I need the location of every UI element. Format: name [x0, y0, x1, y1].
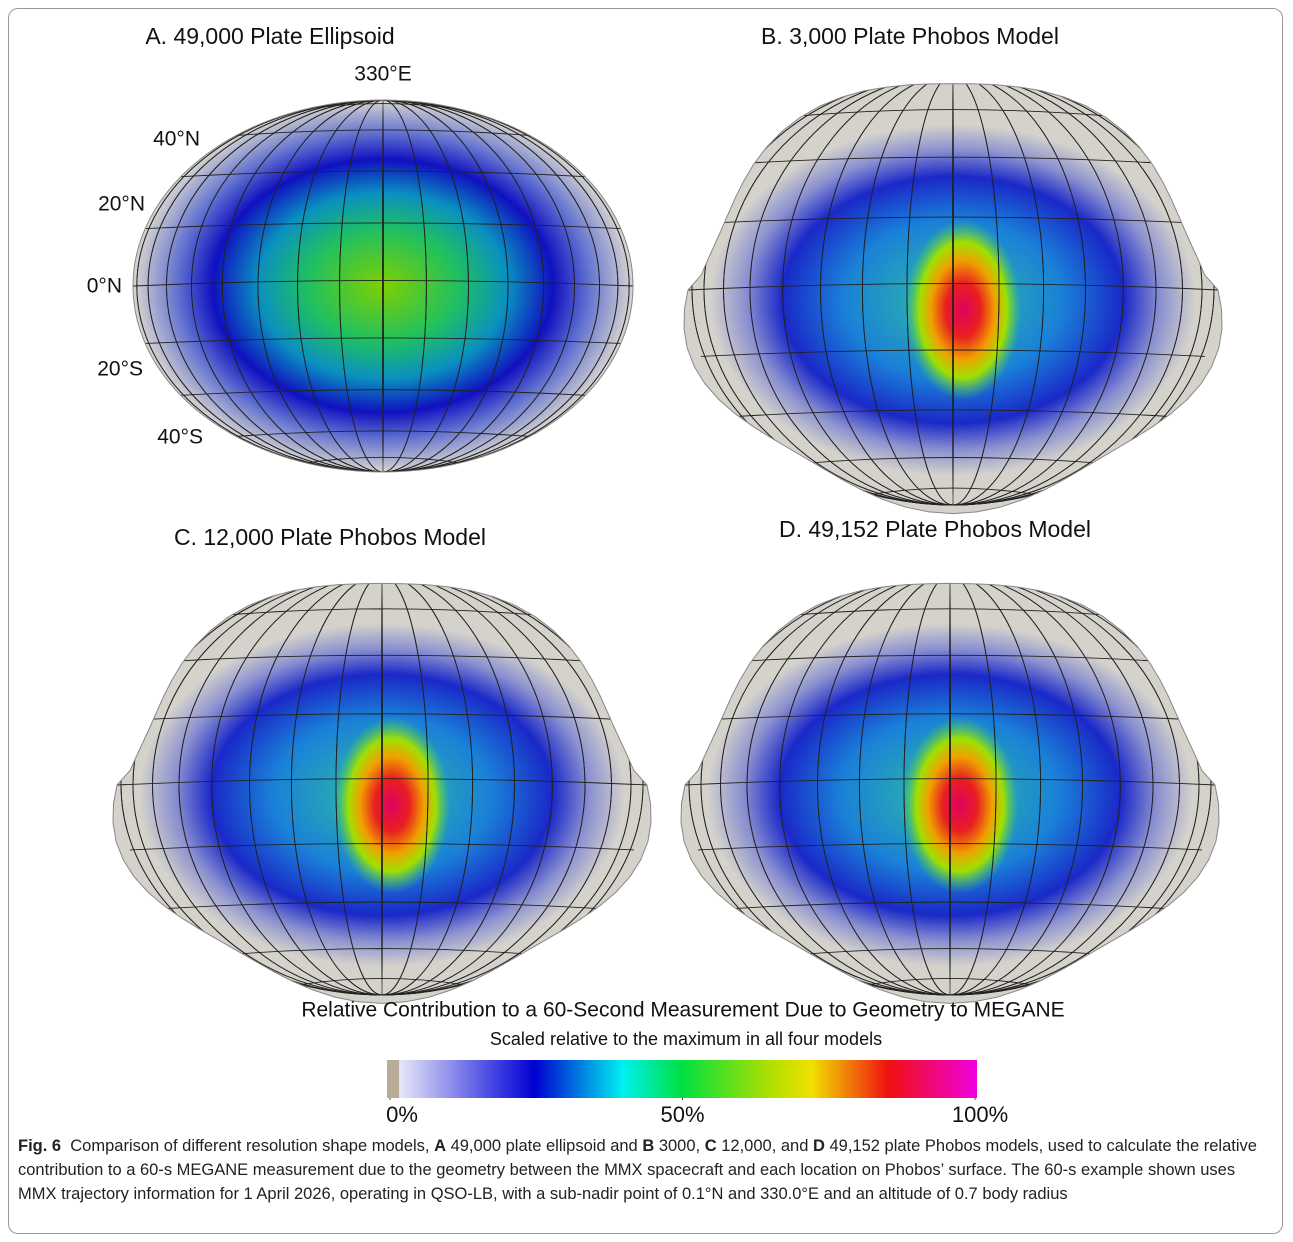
colorbar-subtitle: Scaled relative to the maximum in all fo… [490, 1029, 882, 1049]
panel-title: B. 3,000 Plate Phobos Model [761, 23, 1059, 49]
caption-segment: C [705, 1137, 717, 1155]
caption-segment: Comparison of different resolution shape… [61, 1137, 434, 1155]
panel-title: D. 49,152 Plate Phobos Model [779, 516, 1091, 542]
hot-spot [334, 717, 451, 893]
figure-page: A. 49,000 Plate Ellipsoid B. 3,000 Plate… [0, 0, 1293, 1242]
grid-label: 20°S [97, 358, 143, 381]
shape-model [133, 100, 633, 472]
shape-model [684, 75, 1222, 514]
grid-label: 330°E [354, 63, 411, 86]
heat [133, 100, 633, 472]
colorbar [387, 1060, 977, 1098]
colorbar-tick-label: 100% [952, 1102, 1008, 1127]
caption-segment: A [434, 1137, 446, 1155]
shape-model [113, 575, 651, 1003]
colorbar-title: Relative Contribution to a 60-Second Mea… [301, 999, 1064, 1022]
grid-label: 20°N [98, 193, 145, 216]
grid-label: 0°N [87, 275, 122, 298]
caption-segment: 49,000 plate ellipsoid and [446, 1137, 642, 1155]
hot-spot [905, 220, 1022, 401]
body-surface [688, 75, 1218, 505]
colorbar-tick-label: 50% [660, 1102, 704, 1127]
body-surface [117, 575, 647, 995]
panel-title: C. 12,000 Plate Phobos Model [174, 524, 486, 550]
panel-title: A. 49,000 Plate Ellipsoid [145, 23, 394, 49]
body-surface [685, 575, 1215, 995]
hot-spot [902, 717, 1019, 893]
grid-label: 40°S [157, 426, 203, 449]
body-surface [133, 100, 633, 472]
figure: A. 49,000 Plate Ellipsoid B. 3,000 Plate… [0, 0, 1293, 1130]
caption-segment: 12,000, and [717, 1137, 813, 1155]
caption: Fig. 6 Comparison of different resolutio… [18, 1134, 1276, 1206]
colorbar-tick-label: 0% [386, 1102, 418, 1127]
caption-segment: Fig. 6 [18, 1137, 61, 1155]
shape-model [681, 575, 1219, 1003]
grid-label: 40°N [153, 128, 200, 151]
caption-segment: B [642, 1137, 654, 1155]
caption-segment: 3000, [654, 1137, 704, 1155]
caption-segment: D [813, 1137, 825, 1155]
